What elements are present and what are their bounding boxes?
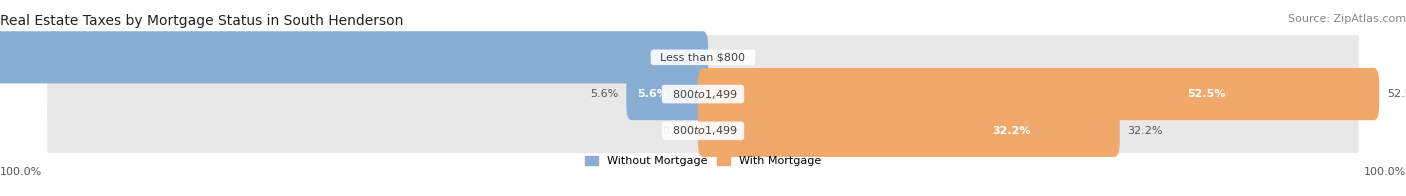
Text: Less than $800: Less than $800 [654,52,752,62]
Text: 100.0%: 100.0% [0,167,42,177]
Text: 52.5%: 52.5% [1386,89,1406,99]
FancyBboxPatch shape [48,103,1358,159]
Text: 5.6%: 5.6% [637,89,668,99]
Legend: Without Mortgage, With Mortgage: Without Mortgage, With Mortgage [585,156,821,166]
FancyBboxPatch shape [697,105,1119,157]
FancyBboxPatch shape [48,29,1358,86]
Text: 52.5%: 52.5% [1187,89,1226,99]
FancyBboxPatch shape [697,68,1379,120]
Text: $800 to $1,499: $800 to $1,499 [665,88,741,101]
FancyBboxPatch shape [0,31,709,83]
Text: Source: ZipAtlas.com: Source: ZipAtlas.com [1288,14,1406,24]
Text: 0.0%: 0.0% [716,52,744,62]
Text: 100.0%: 100.0% [1364,167,1406,177]
Text: 5.6%: 5.6% [591,89,619,99]
FancyBboxPatch shape [48,66,1358,122]
Text: 32.2%: 32.2% [1128,126,1163,136]
Text: Real Estate Taxes by Mortgage Status in South Henderson: Real Estate Taxes by Mortgage Status in … [0,14,404,28]
Text: 32.2%: 32.2% [993,126,1031,136]
Text: $800 to $1,499: $800 to $1,499 [665,124,741,137]
FancyBboxPatch shape [626,68,709,120]
Text: 0.0%: 0.0% [662,126,690,136]
